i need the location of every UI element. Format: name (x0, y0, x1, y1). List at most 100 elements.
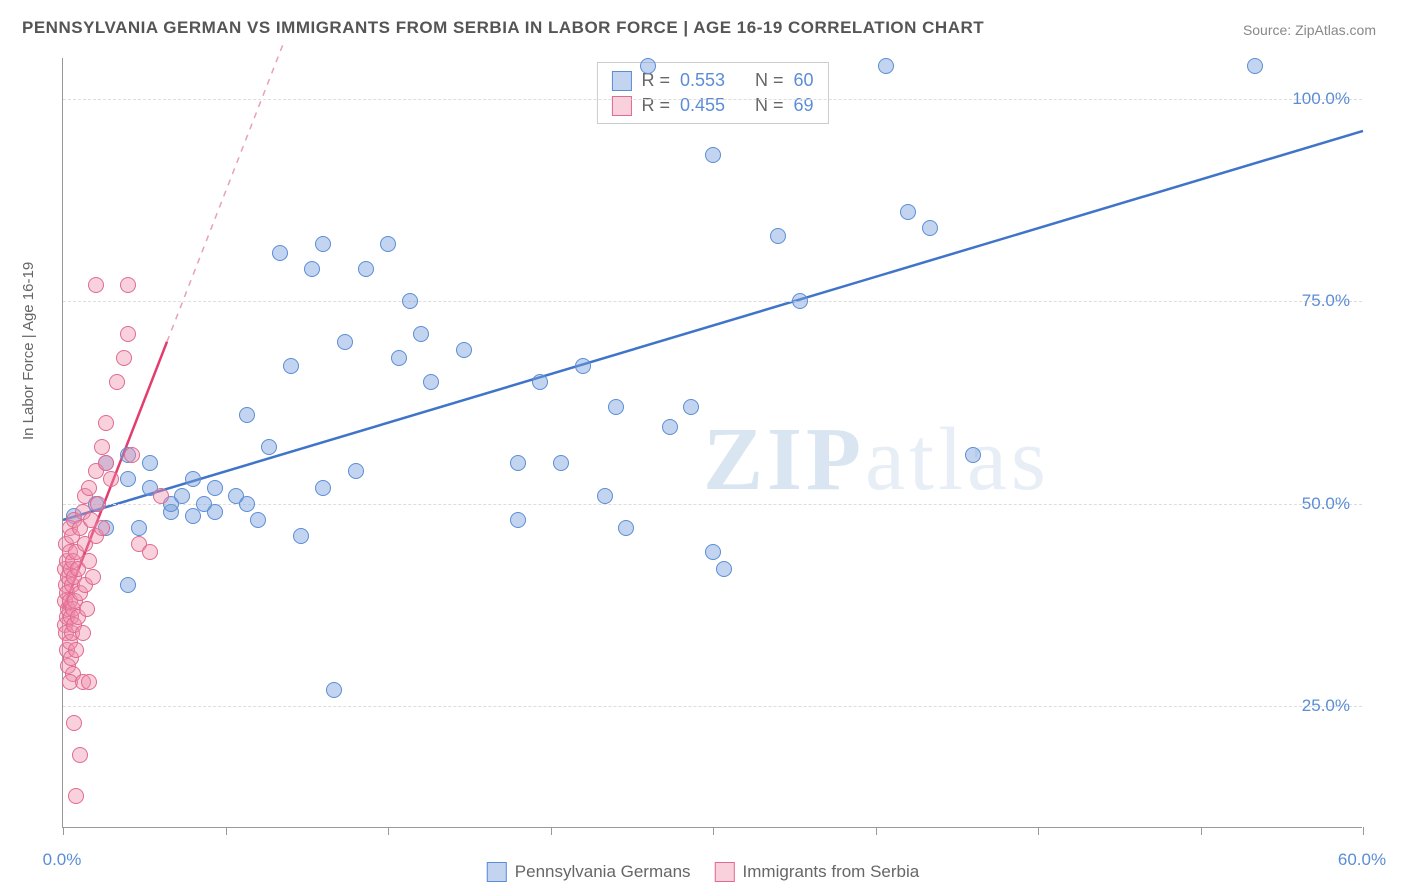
data-point (705, 147, 721, 163)
legend-r-value: 0.553 (680, 70, 725, 91)
chart-title: PENNSYLVANIA GERMAN VS IMMIGRANTS FROM S… (22, 18, 984, 38)
data-point (326, 682, 342, 698)
gridline (63, 99, 1362, 100)
data-point (510, 455, 526, 471)
data-point (608, 399, 624, 415)
legend-label: Immigrants from Serbia (743, 862, 920, 882)
data-point (120, 471, 136, 487)
watermark: ZIPatlas (703, 408, 1050, 511)
data-point (109, 374, 125, 390)
data-point (120, 277, 136, 293)
data-point (66, 715, 82, 731)
data-point (98, 455, 114, 471)
data-point (88, 277, 104, 293)
data-point (120, 577, 136, 593)
data-point (1247, 58, 1263, 74)
data-point (131, 520, 147, 536)
data-point (250, 512, 266, 528)
data-point (716, 561, 732, 577)
data-point (94, 520, 110, 536)
x-tick (713, 827, 714, 835)
legend-n-value: 60 (794, 70, 814, 91)
y-axis-label: In Labor Force | Age 16-19 (20, 262, 37, 440)
y-tick-label: 25.0% (1302, 696, 1350, 716)
data-point (124, 447, 140, 463)
legend-item: Pennsylvania Germans (487, 862, 691, 882)
data-point (81, 674, 97, 690)
trend-lines-layer (63, 58, 1362, 827)
legend-item: Immigrants from Serbia (715, 862, 920, 882)
data-point (618, 520, 634, 536)
x-tick-label: 0.0% (43, 850, 82, 870)
x-tick (226, 827, 227, 835)
data-point (304, 261, 320, 277)
data-point (456, 342, 472, 358)
data-point (142, 455, 158, 471)
data-point (348, 463, 364, 479)
data-point (261, 439, 277, 455)
gridline (63, 301, 1362, 302)
data-point (878, 58, 894, 74)
data-point (142, 544, 158, 560)
gridline (63, 706, 1362, 707)
x-tick (1038, 827, 1039, 835)
legend-label: Pennsylvania Germans (515, 862, 691, 882)
legend-swatch (611, 71, 631, 91)
plot-area: R = 0.553 N = 60R = 0.455 N = 69 ZIPatla… (62, 58, 1362, 828)
data-point (239, 407, 255, 423)
data-point (153, 488, 169, 504)
data-point (553, 455, 569, 471)
data-point (402, 293, 418, 309)
data-point (597, 488, 613, 504)
data-point (68, 788, 84, 804)
data-point (283, 358, 299, 374)
x-tick (63, 827, 64, 835)
legend-swatch (487, 862, 507, 882)
data-point (79, 601, 95, 617)
data-point (683, 399, 699, 415)
legend-swatch (715, 862, 735, 882)
data-point (207, 480, 223, 496)
legend-n-label: N = (755, 70, 784, 91)
data-point (662, 419, 678, 435)
data-point (72, 747, 88, 763)
trend-line (167, 42, 284, 342)
data-point (207, 504, 223, 520)
y-tick-label: 75.0% (1302, 291, 1350, 311)
data-point (510, 512, 526, 528)
data-point (75, 625, 91, 641)
data-point (90, 496, 106, 512)
data-point (922, 220, 938, 236)
data-point (391, 350, 407, 366)
data-point (81, 553, 97, 569)
x-tick (551, 827, 552, 835)
data-point (705, 544, 721, 560)
data-point (900, 204, 916, 220)
data-point (293, 528, 309, 544)
data-point (315, 480, 331, 496)
y-tick-label: 100.0% (1292, 89, 1350, 109)
data-point (337, 334, 353, 350)
data-point (770, 228, 786, 244)
data-point (68, 642, 84, 658)
data-point (640, 58, 656, 74)
gridline (63, 504, 1362, 505)
data-point (358, 261, 374, 277)
source-label: Source: ZipAtlas.com (1243, 22, 1376, 38)
data-point (98, 415, 114, 431)
data-point (532, 374, 548, 390)
x-tick (388, 827, 389, 835)
data-point (120, 326, 136, 342)
data-point (81, 480, 97, 496)
data-point (423, 374, 439, 390)
data-point (272, 245, 288, 261)
x-tick (876, 827, 877, 835)
trend-line (63, 131, 1363, 520)
x-tick-label: 60.0% (1338, 850, 1386, 870)
data-point (380, 236, 396, 252)
data-point (103, 471, 119, 487)
y-tick-label: 50.0% (1302, 494, 1350, 514)
data-point (94, 439, 110, 455)
correlation-legend: R = 0.553 N = 60R = 0.455 N = 69 (596, 62, 828, 124)
data-point (85, 569, 101, 585)
